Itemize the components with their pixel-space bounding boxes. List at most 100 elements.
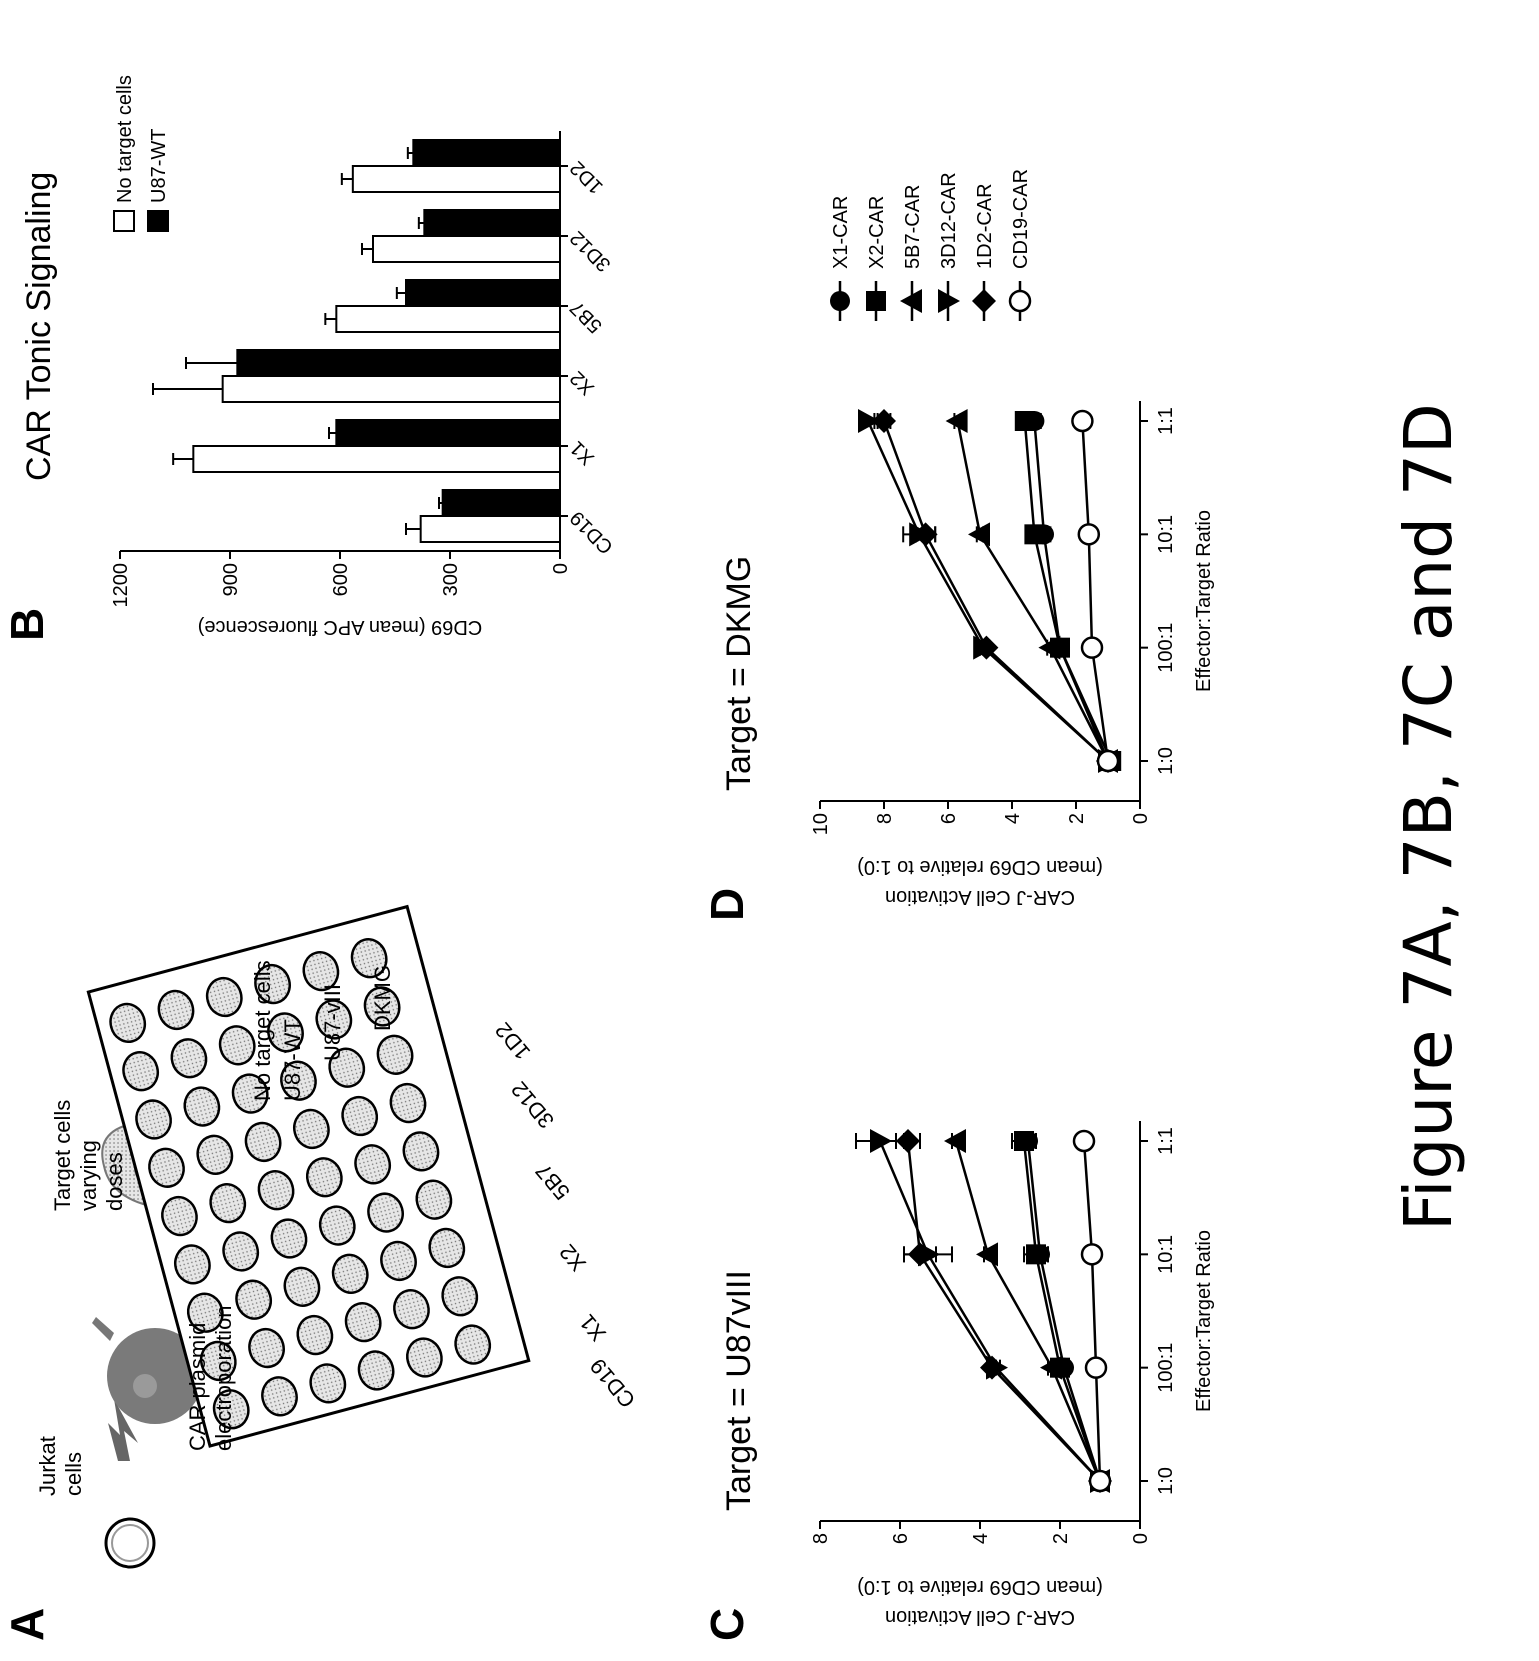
y-tick-label: 2 [1050, 1533, 1072, 1544]
marker [1040, 1355, 1062, 1380]
marker [1014, 411, 1035, 431]
well [406, 1337, 443, 1378]
x-tick-label: X2 [566, 366, 599, 399]
well [254, 963, 291, 1005]
legend-label: 1D2-CAR [974, 183, 996, 269]
y-tick-label: 6 [938, 813, 960, 824]
well [196, 1134, 234, 1175]
bar [221, 375, 562, 403]
marker [945, 409, 968, 433]
marker [1038, 635, 1061, 660]
x-tick-label: 10:1 [1155, 1235, 1177, 1274]
well [261, 1376, 298, 1417]
x-tick-label: 1:0 [1155, 1467, 1177, 1495]
lightning-bolt-icon [108, 1399, 138, 1461]
marker [1080, 1243, 1104, 1266]
series-line [1033, 420, 1110, 762]
x-tick-label: CD19 [566, 506, 618, 558]
y-tick-label: 4 [970, 1533, 992, 1544]
series-line [906, 1140, 1101, 1482]
jurkat-cell-icon [104, 1517, 156, 1569]
marker [1026, 1244, 1046, 1265]
y-axis-label: (mean CD69 relative to 1:0) [857, 1576, 1103, 1598]
bar [441, 489, 561, 517]
well [344, 1302, 382, 1343]
x-tick-label: 1D2 [566, 156, 608, 198]
marker [1084, 1356, 1108, 1379]
well [209, 1183, 247, 1224]
well [122, 1051, 160, 1092]
marker [1014, 1131, 1034, 1151]
well [280, 1060, 317, 1101]
x-tick-label: 3D12 [566, 226, 615, 275]
marker [1077, 523, 1101, 546]
y-tick-label: 300 [440, 563, 462, 596]
well [222, 1231, 260, 1272]
well [415, 1179, 453, 1220]
x-tick-label: 5B7 [566, 296, 607, 337]
y-tick-label: 0 [1130, 813, 1152, 824]
y-tick-label: 6 [890, 1533, 912, 1544]
well [235, 1279, 273, 1320]
well [212, 1389, 250, 1430]
no-target-label: No target cells [250, 960, 275, 1101]
u87viii-label: U87-vIII [320, 983, 345, 1061]
marker [870, 1129, 892, 1153]
x-tick-label: 1:1 [1155, 407, 1177, 435]
well [318, 1205, 356, 1246]
marker [1008, 289, 1032, 313]
u87wt-label: U87-WT [280, 1019, 305, 1101]
well [161, 1195, 198, 1237]
well [393, 1289, 430, 1330]
well [231, 1073, 269, 1114]
legend-label: X2-CAR [866, 196, 888, 269]
marker [1024, 524, 1045, 545]
x-axis-label: Effector:Target Ratio [1193, 1230, 1215, 1412]
bar [405, 279, 561, 307]
y-axis-label: (mean CD69 relative to 1:0) [857, 856, 1103, 878]
legend-swatch [113, 210, 135, 232]
y-tick-label: 8 [810, 1533, 832, 1544]
well [357, 1350, 395, 1391]
x-tick-label: X1 [566, 436, 599, 469]
well [205, 976, 243, 1018]
bar [236, 349, 561, 377]
jurkat-label: Jurkat cells [35, 1436, 86, 1496]
marker [866, 291, 886, 311]
well [389, 1082, 427, 1124]
well [267, 1012, 304, 1053]
marker [944, 1129, 966, 1153]
well [302, 951, 340, 992]
legend-label: No target cells [114, 75, 136, 203]
bar [192, 445, 561, 473]
well [376, 1034, 414, 1075]
marker [872, 409, 896, 433]
y-axis-label: CAR-J Cell Activation [885, 1606, 1075, 1628]
well [309, 1363, 347, 1404]
bar [372, 235, 561, 263]
marker [1072, 1129, 1096, 1153]
marker [1080, 636, 1104, 659]
marker [1088, 1469, 1112, 1493]
marker [896, 1129, 920, 1153]
series-line [1081, 420, 1110, 762]
well [257, 1170, 295, 1211]
x-tick-label: 1:0 [1155, 747, 1177, 775]
well [248, 1327, 285, 1369]
well [305, 1157, 343, 1198]
bar [335, 419, 562, 447]
series-line [956, 420, 1110, 762]
series-line [878, 1140, 1101, 1482]
y-tick-label: 2 [1066, 813, 1088, 824]
series-line [1023, 420, 1113, 762]
well [183, 1086, 221, 1127]
marker [1096, 749, 1120, 773]
well-plate [86, 904, 531, 1448]
well [157, 989, 195, 1031]
well [354, 1144, 392, 1185]
series-line [882, 420, 1109, 762]
legend-label: 5B7-CAR [902, 185, 924, 269]
series-line [1022, 1140, 1102, 1482]
well [218, 1025, 256, 1066]
